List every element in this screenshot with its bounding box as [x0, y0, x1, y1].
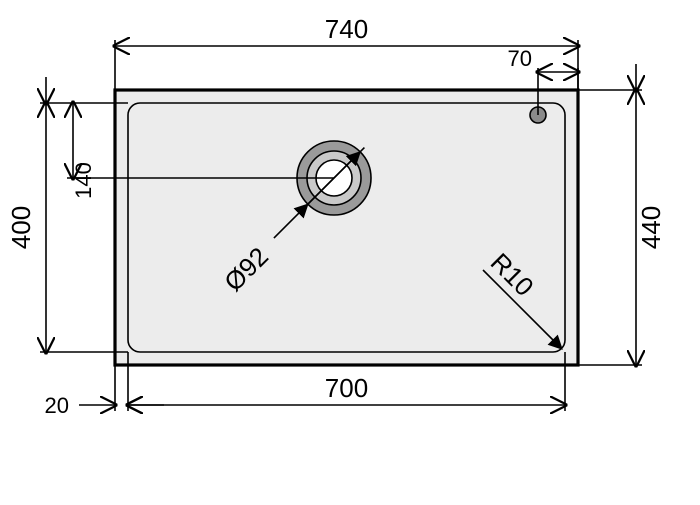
label-inner-height: 400	[6, 206, 36, 249]
label-outer-height: 440	[636, 206, 666, 249]
sink-body	[115, 90, 578, 365]
label-tap-offset: 70	[508, 46, 532, 71]
label-drain-center-y: 140	[71, 162, 96, 199]
inner-bowl	[128, 103, 565, 352]
label-outer-width: 740	[325, 14, 368, 44]
label-inner-width: 700	[325, 373, 368, 403]
label-rim-offset: 20	[45, 393, 69, 418]
